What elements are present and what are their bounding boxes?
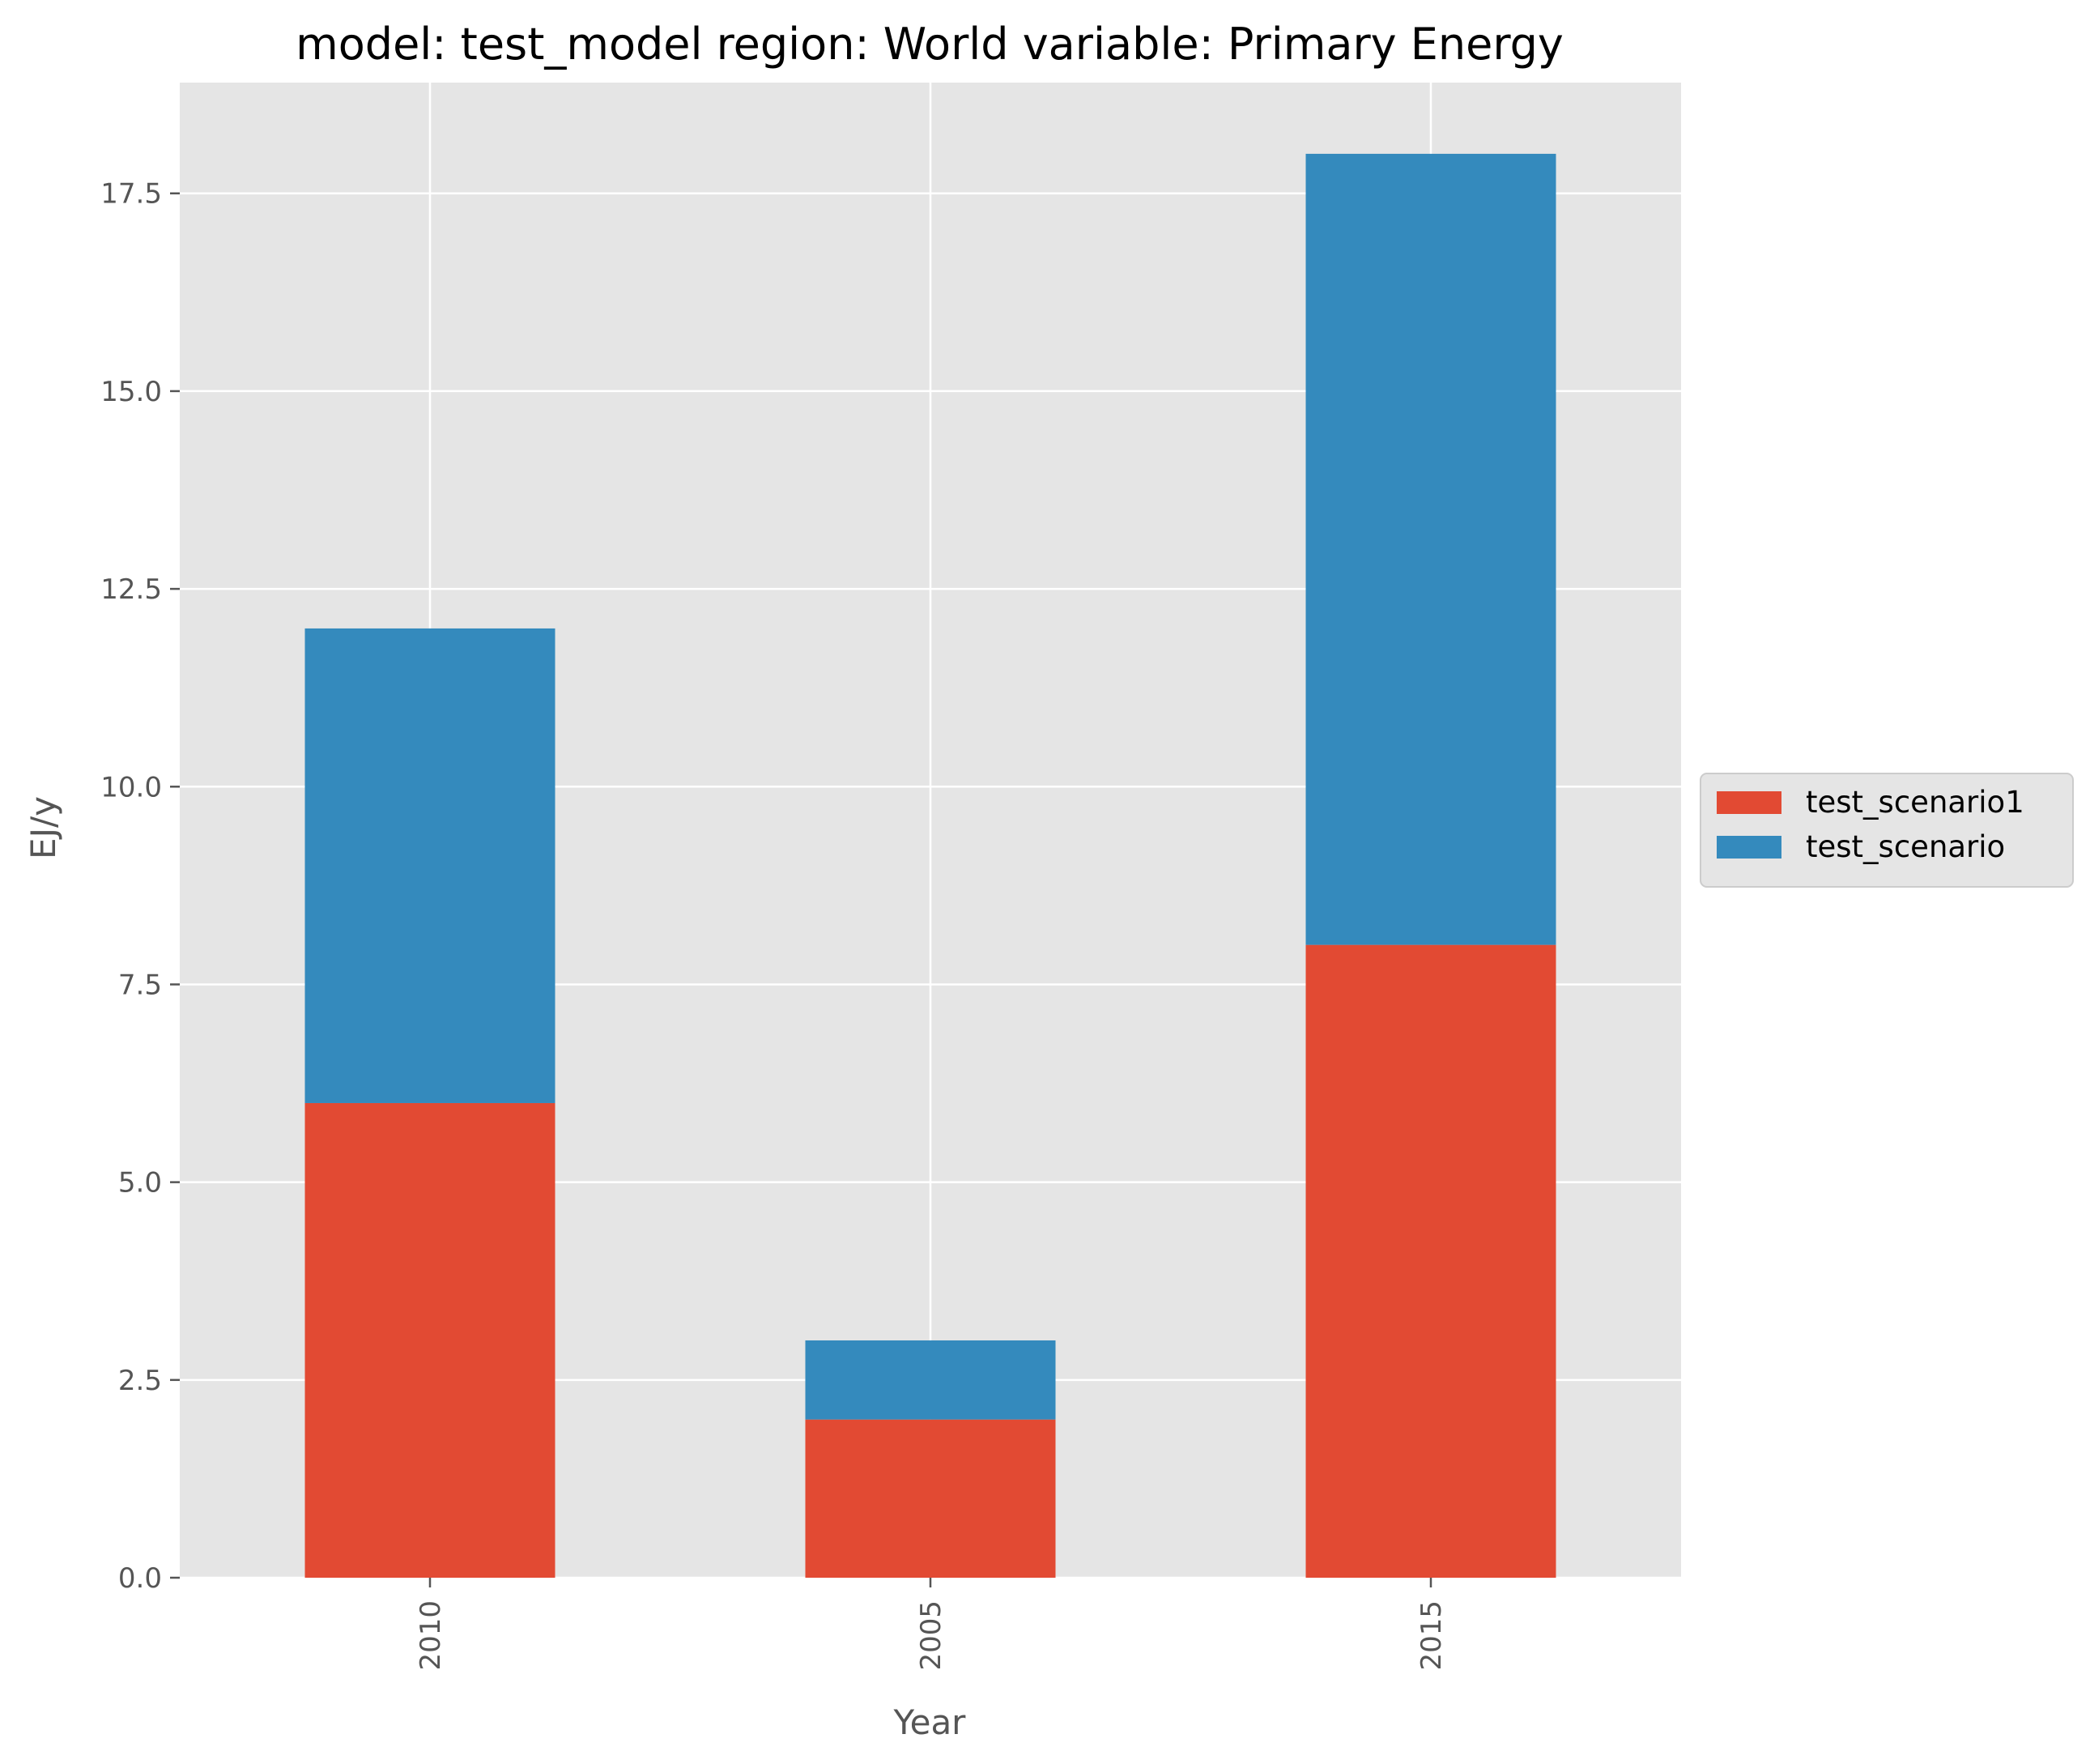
- legend-swatch: [1717, 836, 1781, 859]
- y-axis-label: EJ/y: [23, 796, 63, 859]
- y-tick-label: 2.5: [118, 1365, 162, 1397]
- y-tick-label: 17.5: [100, 178, 162, 211]
- bar-test_scenario1-2010: [304, 1102, 555, 1578]
- bar-test_scenario1-2015: [1305, 944, 1556, 1578]
- x-tick-label: 2005: [915, 1600, 947, 1671]
- y-tick-label: 15.0: [100, 376, 162, 408]
- bar-test_scenario1-2005: [805, 1419, 1056, 1578]
- bar-test_scenario-2010: [304, 628, 555, 1103]
- bars: [304, 153, 1556, 1578]
- y-tick-label: 7.5: [118, 969, 162, 1001]
- legend-label: test_scenario1: [1806, 785, 2024, 820]
- y-tick-label: 12.5: [100, 573, 162, 606]
- x-axis-ticks: 2010 2005 2015: [415, 1578, 1448, 1671]
- legend: test_scenario1 test_scenario: [1700, 773, 2074, 888]
- bar-test_scenario-2015: [1305, 153, 1556, 945]
- x-tick-label: 2015: [1415, 1600, 1448, 1671]
- y-tick-label: 0.0: [118, 1562, 162, 1595]
- bar-test_scenario-2005: [805, 1340, 1056, 1420]
- legend-label: test_scenario: [1806, 829, 2005, 864]
- y-tick-label: 5.0: [118, 1167, 162, 1199]
- x-tick-label: 2010: [415, 1600, 447, 1671]
- chart-title: model: test_model region: World variable…: [296, 19, 1564, 70]
- legend-swatch: [1717, 791, 1781, 814]
- x-axis-label: Year: [893, 1702, 967, 1742]
- y-tick-label: 10.0: [100, 771, 162, 803]
- y-axis-ticks: 0.0 2.5 5.0 7.5 10.0 12.5 15.0 17.5: [100, 178, 180, 1595]
- legend-box: [1700, 773, 2074, 888]
